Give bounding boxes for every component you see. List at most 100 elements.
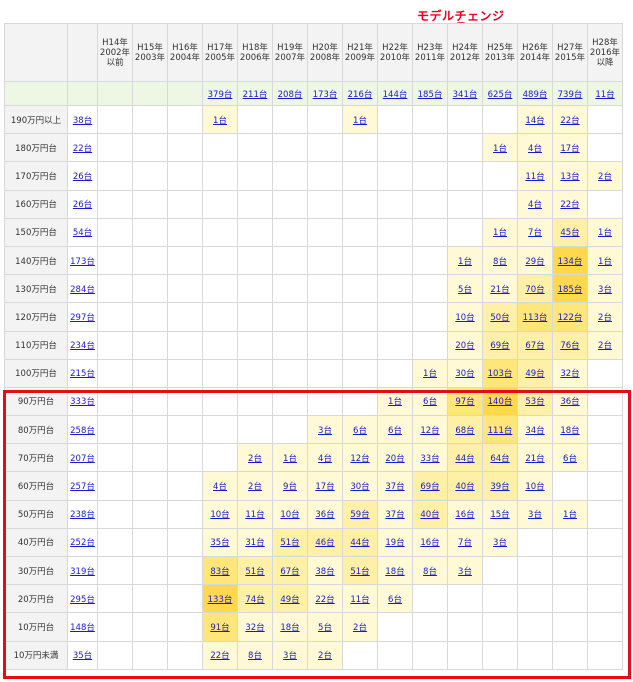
count-link[interactable]: 70台 — [525, 284, 545, 295]
count-link[interactable]: 4台 — [528, 200, 542, 211]
count-link[interactable]: 3台 — [528, 510, 542, 521]
row-total-link[interactable]: 258台 — [70, 425, 95, 436]
count-link[interactable]: 8台 — [423, 566, 437, 577]
count-link[interactable]: 18台 — [385, 566, 405, 577]
count-link[interactable]: 22台 — [210, 651, 230, 662]
count-link[interactable]: 97台 — [455, 397, 475, 408]
count-link[interactable]: 7台 — [458, 538, 472, 549]
row-total-link[interactable]: 284台 — [70, 284, 95, 295]
count-link[interactable]: 3台 — [598, 284, 612, 295]
count-link[interactable]: 22台 — [315, 594, 335, 605]
count-link[interactable]: 1台 — [598, 228, 612, 239]
count-link[interactable]: 14台 — [525, 115, 545, 126]
count-link[interactable]: 1台 — [493, 143, 507, 154]
count-link[interactable]: 134台 — [557, 256, 583, 267]
count-link[interactable]: 50台 — [490, 312, 510, 323]
count-link[interactable]: 5台 — [458, 284, 472, 295]
count-link[interactable]: 49台 — [525, 369, 545, 380]
year-total-link[interactable]: 211台 — [242, 89, 268, 100]
count-link[interactable]: 16台 — [455, 510, 475, 521]
count-link[interactable]: 185台 — [557, 284, 583, 295]
row-total-link[interactable]: 207台 — [70, 453, 95, 464]
count-link[interactable]: 29台 — [525, 256, 545, 267]
count-link[interactable]: 11台 — [350, 594, 370, 605]
count-link[interactable]: 1台 — [458, 256, 472, 267]
count-link[interactable]: 10台 — [455, 312, 475, 323]
count-link[interactable]: 8台 — [248, 651, 262, 662]
count-link[interactable]: 49台 — [280, 594, 300, 605]
count-link[interactable]: 51台 — [280, 538, 300, 549]
row-total-link[interactable]: 234台 — [70, 341, 95, 352]
count-link[interactable]: 103台 — [487, 369, 513, 380]
year-total-link[interactable]: 185台 — [417, 89, 443, 100]
count-link[interactable]: 67台 — [525, 341, 545, 352]
count-link[interactable]: 2台 — [598, 171, 612, 182]
count-link[interactable]: 21台 — [490, 284, 510, 295]
count-link[interactable]: 69台 — [490, 341, 510, 352]
count-link[interactable]: 40台 — [420, 510, 440, 521]
count-link[interactable]: 2台 — [353, 622, 367, 633]
row-total-link[interactable]: 257台 — [70, 482, 95, 493]
count-link[interactable]: 113台 — [522, 312, 548, 323]
count-link[interactable]: 6台 — [353, 425, 367, 436]
count-link[interactable]: 13台 — [560, 171, 580, 182]
count-link[interactable]: 20台 — [455, 341, 475, 352]
count-link[interactable]: 59台 — [350, 510, 370, 521]
count-link[interactable]: 68台 — [455, 425, 475, 436]
count-link[interactable]: 12台 — [350, 453, 370, 464]
count-link[interactable]: 51台 — [245, 566, 265, 577]
count-link[interactable]: 18台 — [280, 622, 300, 633]
count-link[interactable]: 18台 — [560, 425, 580, 436]
count-link[interactable]: 45台 — [560, 228, 580, 239]
count-link[interactable]: 2台 — [248, 482, 262, 493]
count-link[interactable]: 44台 — [350, 538, 370, 549]
count-link[interactable]: 16台 — [420, 538, 440, 549]
count-link[interactable]: 10台 — [280, 510, 300, 521]
count-link[interactable]: 11台 — [245, 510, 265, 521]
count-link[interactable]: 32台 — [245, 622, 265, 633]
row-total-link[interactable]: 22台 — [72, 143, 93, 154]
row-total-link[interactable]: 295台 — [70, 594, 95, 605]
year-total-link[interactable]: 216台 — [347, 89, 373, 100]
year-total-link[interactable]: 489台 — [522, 89, 548, 100]
count-link[interactable]: 1台 — [388, 397, 402, 408]
count-link[interactable]: 2台 — [598, 341, 612, 352]
count-link[interactable]: 4台 — [213, 482, 227, 493]
count-link[interactable]: 74台 — [245, 594, 265, 605]
count-link[interactable]: 1台 — [423, 369, 437, 380]
count-link[interactable]: 2台 — [248, 453, 262, 464]
row-total-link[interactable]: 252台 — [70, 538, 95, 549]
count-link[interactable]: 4台 — [528, 143, 542, 154]
count-link[interactable]: 1台 — [598, 256, 612, 267]
count-link[interactable]: 20台 — [385, 453, 405, 464]
row-total-link[interactable]: 215台 — [70, 369, 95, 380]
count-link[interactable]: 12台 — [420, 425, 440, 436]
count-link[interactable]: 3台 — [458, 566, 472, 577]
count-link[interactable]: 111台 — [487, 425, 513, 436]
year-total-link[interactable]: 739台 — [557, 89, 583, 100]
count-link[interactable]: 17台 — [560, 143, 580, 154]
count-link[interactable]: 39台 — [490, 482, 510, 493]
count-link[interactable]: 1台 — [213, 115, 227, 126]
count-link[interactable]: 83台 — [210, 566, 230, 577]
count-link[interactable]: 44台 — [455, 453, 475, 464]
count-link[interactable]: 122台 — [557, 312, 583, 323]
count-link[interactable]: 69台 — [420, 482, 440, 493]
count-link[interactable]: 17台 — [315, 482, 335, 493]
count-link[interactable]: 10台 — [210, 510, 230, 521]
count-link[interactable]: 3台 — [283, 651, 297, 662]
count-link[interactable]: 64台 — [490, 453, 510, 464]
count-link[interactable]: 53台 — [525, 397, 545, 408]
count-link[interactable]: 32台 — [560, 369, 580, 380]
count-link[interactable]: 37台 — [385, 482, 405, 493]
count-link[interactable]: 37台 — [385, 510, 405, 521]
year-total-link[interactable]: 379台 — [207, 89, 233, 100]
year-total-link[interactable]: 341台 — [452, 89, 478, 100]
count-link[interactable]: 6台 — [563, 453, 577, 464]
row-total-link[interactable]: 148台 — [70, 622, 95, 633]
row-total-link[interactable]: 297台 — [70, 312, 95, 323]
row-total-link[interactable]: 35台 — [72, 651, 93, 662]
row-total-link[interactable]: 173台 — [70, 256, 95, 267]
count-link[interactable]: 3台 — [318, 425, 332, 436]
count-link[interactable]: 31台 — [245, 538, 265, 549]
